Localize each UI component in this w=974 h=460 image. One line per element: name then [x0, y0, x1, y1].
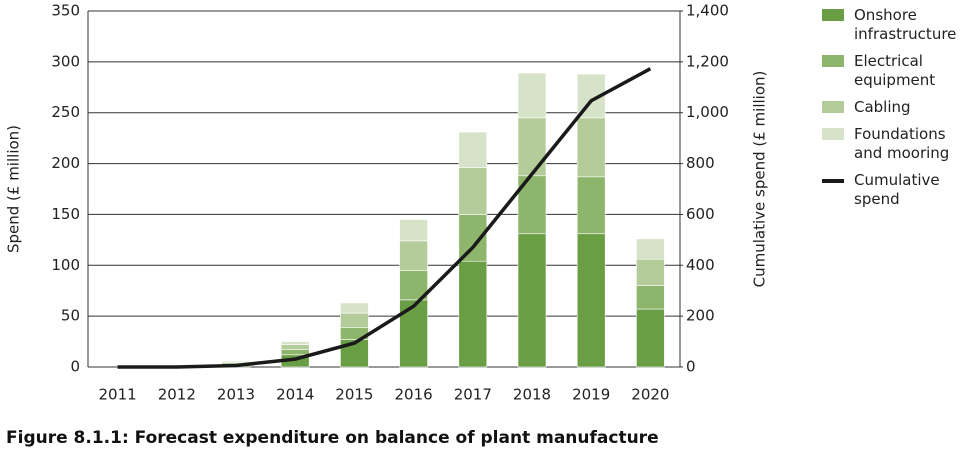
x-tick-label: 2013: [217, 386, 255, 404]
bar-segment: [280, 349, 310, 356]
line: [117, 67, 652, 369]
y2-axis-label: Cumulative spend (£ million): [751, 71, 769, 288]
legend-label: Electrical equipment: [854, 52, 936, 89]
y2-tick-label: 1,000: [686, 103, 729, 121]
legend-swatch: [822, 128, 844, 140]
bar-segment: [280, 344, 310, 351]
legend-label: Cabling: [854, 98, 911, 116]
bar-segment: [636, 285, 665, 310]
y-tick-label: 350: [51, 2, 80, 20]
bar-segment: [340, 302, 369, 314]
legend-swatch: [822, 55, 844, 67]
legend-item: Foundations and mooring: [822, 125, 972, 163]
y-axis-label: Spend (£ million): [5, 125, 23, 253]
legend-item: Cabling: [822, 98, 972, 117]
bar-segment: [458, 260, 488, 368]
legend-swatch: [822, 179, 844, 183]
x-tick-label: 2011: [99, 386, 137, 404]
bar-segment: [576, 233, 606, 368]
y-tick-label: 300: [51, 52, 80, 70]
bar-segment: [399, 240, 428, 271]
legend-item: Onshore infrastructure: [822, 6, 972, 44]
legend-item: Electrical equipment: [822, 52, 972, 90]
bar-segment: [576, 176, 606, 235]
y-tick-label: 200: [51, 154, 80, 172]
bar-segment: [221, 360, 251, 363]
x-tick-label: 2019: [572, 386, 610, 404]
y-tick-label: 150: [51, 205, 80, 223]
y2-tick-label: 0: [686, 358, 696, 376]
bar-segment: [636, 238, 665, 260]
bar-segment: [517, 233, 547, 368]
bar-segment: [458, 131, 488, 168]
chart: 0 50 100 150 200 250 300 350 0 200 400 600 800 1,000 1…: [5, 2, 769, 404]
y2-tick-label: 400: [686, 256, 715, 274]
bar-segment: [517, 72, 547, 119]
x-tick-label: 2018: [513, 386, 551, 404]
y2-tick-label: 1,400: [686, 2, 729, 20]
legend-item: Cumulative spend: [822, 171, 972, 209]
legend-swatch: [822, 9, 844, 21]
caption: Figure 8.1.1: Forecast expenditure on ba…: [6, 428, 659, 448]
bar-segment: [399, 219, 428, 242]
y-tick-label: 100: [51, 256, 80, 274]
y2-tick-label: 1,200: [686, 52, 729, 70]
legend-label: Foundations and mooring: [854, 125, 950, 162]
x-tick-label: 2015: [335, 386, 373, 404]
y-tick-label: 50: [61, 307, 80, 325]
x-tick-label: 2012: [158, 386, 196, 404]
bar-segment: [636, 258, 665, 286]
y2-tick-label: 200: [686, 307, 715, 325]
x-tick-label: 2017: [454, 386, 492, 404]
y-tick-label: 250: [51, 103, 80, 121]
bar-segment: [280, 341, 310, 345]
bar-segment: [636, 308, 665, 368]
bar-segment: [576, 117, 606, 178]
bar-segment: [399, 299, 428, 368]
y-tick-label: 0: [70, 358, 80, 376]
legend: Onshore infrastructure Electrical equipme…: [822, 6, 972, 217]
bar-segment: [458, 167, 488, 215]
y2-tick-label: 800: [686, 154, 715, 172]
y2-tick-label: 600: [686, 205, 715, 223]
bar-segment: [340, 312, 369, 328]
legend-label: Onshore infrastructure: [854, 6, 957, 43]
legend-label: Cumulative spend: [854, 171, 940, 208]
x-tick-label: 2016: [395, 386, 433, 404]
legend-swatch: [822, 101, 844, 113]
x-tick-label: 2020: [631, 386, 669, 404]
x-tick-label: 2014: [276, 386, 314, 404]
bar-segment: [517, 117, 547, 177]
